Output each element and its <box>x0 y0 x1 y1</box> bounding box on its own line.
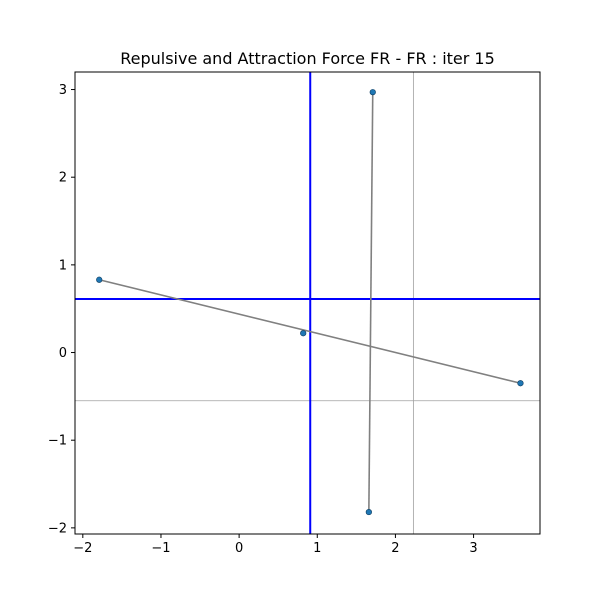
plot-area: −2 −1 0 1 2 3 −2 −1 0 1 2 3 <box>48 71 541 556</box>
x-tick-label-0: −2 <box>73 541 92 556</box>
x-tick-label-1: −1 <box>151 541 170 556</box>
y-tick-label-4: 2 <box>59 171 67 186</box>
x-tick-label-3: 1 <box>313 541 321 556</box>
graph-edge-1 <box>368 92 374 513</box>
graph-node-4 <box>365 508 372 516</box>
graph-node-3 <box>517 380 524 387</box>
y-tick-label-3: 1 <box>59 258 67 273</box>
y-tick-label-1: −1 <box>48 434 67 449</box>
y-tick-label-0: −2 <box>48 521 67 536</box>
x-tick-label-2: 0 <box>235 541 243 556</box>
chart-title: Repulsive and Attraction Force FR - FR :… <box>120 49 495 68</box>
graph-node-2 <box>300 330 307 337</box>
graph-node-1 <box>369 89 376 96</box>
x-tick-label-5: 3 <box>469 541 477 556</box>
axes-frame <box>74 71 541 535</box>
graph-node-0 <box>96 276 103 283</box>
y-tick-label-2: 0 <box>59 346 67 361</box>
graph-edge-0 <box>99 278 521 384</box>
y-tick-label-5: 3 <box>59 83 67 98</box>
x-tick-label-4: 2 <box>391 541 399 556</box>
